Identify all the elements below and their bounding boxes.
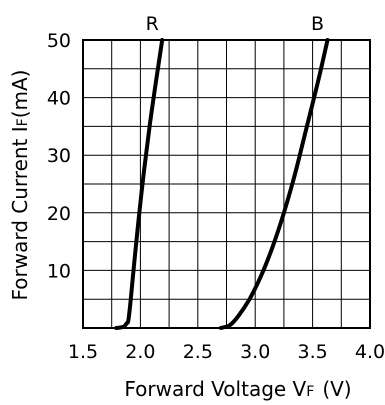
curve-r <box>114 38 165 330</box>
x-axis-label: Forward Voltage VF (V) <box>124 377 351 401</box>
y-axis-label: Forward Current IF(mA) <box>8 69 32 300</box>
y-tick-label: 40 <box>47 88 71 110</box>
x-tick-label: 4.0 <box>355 341 385 363</box>
y-tick-labels: 10 20 30 40 50 <box>47 30 71 282</box>
series-label-b: B <box>311 13 324 35</box>
x-tick-label: 2.5 <box>183 341 213 363</box>
grid <box>83 40 370 328</box>
x-tick-label: 3.5 <box>297 341 327 363</box>
x-tick-label: 3.0 <box>240 341 270 363</box>
x-tick-label: 2.0 <box>125 341 155 363</box>
x-tick-labels: 1.5 2.0 2.5 3.0 3.5 4.0 <box>68 341 385 363</box>
series-label-r: R <box>146 13 159 35</box>
y-tick-label: 20 <box>47 203 71 225</box>
x-tick-label: 1.5 <box>68 341 98 363</box>
curves <box>114 38 330 330</box>
y-tick-label: 10 <box>47 260 71 282</box>
y-tick-label: 50 <box>47 30 71 52</box>
curve-b <box>218 38 330 330</box>
y-tick-label: 30 <box>47 145 71 167</box>
